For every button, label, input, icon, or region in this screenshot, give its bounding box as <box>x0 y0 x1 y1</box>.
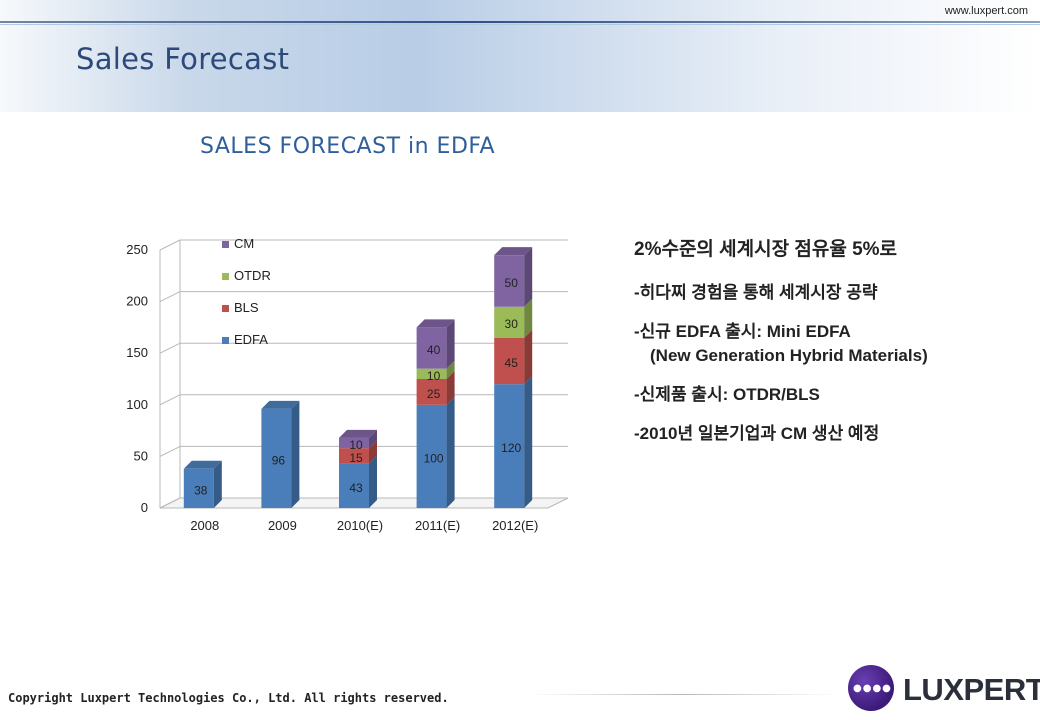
sales-forecast-chart: 0501001502002503820089620094315102010(E)… <box>126 236 569 533</box>
bar-side-bls-2012(E) <box>524 329 533 385</box>
gridline-diag-50 <box>159 445 181 457</box>
bar-side-cm-2011(E) <box>446 319 455 369</box>
data-label-edfa-2011(E): 100 <box>424 451 444 465</box>
bar-side-edfa-2012(E) <box>524 376 533 508</box>
legend-swatch-cm <box>222 241 229 248</box>
data-label-bls-2010(E): 15 <box>349 451 363 465</box>
y-tick-label: 50 <box>134 448 148 463</box>
bar-side-edfa-2009 <box>291 400 300 508</box>
bar-side-otdr-2011(E) <box>446 360 455 379</box>
note-item-3: -신제품 출시: OTDR/BLS <box>634 383 1034 407</box>
logo-dots-icon: ●●●● <box>853 683 892 694</box>
bar-bls-2011(E) <box>416 379 447 405</box>
data-label-edfa-2010(E): 43 <box>349 481 363 495</box>
legend-swatch-bls <box>222 305 229 312</box>
bar-otdr-2012(E) <box>494 306 525 338</box>
bar-side-edfa-2008 <box>213 460 222 508</box>
y-tick-label: 0 <box>141 500 148 515</box>
bar-side-cm-2012(E) <box>524 247 533 307</box>
legend-swatch-edfa <box>222 337 229 344</box>
data-label-otdr-2012(E): 30 <box>505 317 519 331</box>
x-tick-label: 2010(E) <box>337 518 383 533</box>
page-title: Sales Forecast <box>76 42 290 76</box>
y-tick-label: 200 <box>126 294 148 309</box>
bar-side-bls-2011(E) <box>446 371 455 405</box>
note-item-4: -2010년 일본기업과 CM 생산 예정 <box>634 422 1034 446</box>
bar-cm-2010(E) <box>339 437 369 449</box>
gridline-diag-150 <box>159 342 181 354</box>
x-tick-label: 2012(E) <box>492 518 538 533</box>
legend-label-cm: CM <box>234 236 254 251</box>
bar-bls-2012(E) <box>494 337 525 385</box>
website-url[interactable]: www.luxpert.com <box>944 5 1028 17</box>
header-divider-thin <box>0 24 1040 25</box>
legend-label-otdr: OTDR <box>234 268 271 283</box>
bar-side-edfa-2010(E) <box>369 455 377 508</box>
forecast-notes: 2%수준의 세계시장 점유율 5%로 -히다찌 경험을 통해 세계시장 공략 -… <box>634 234 1034 461</box>
bar-side-bls-2010(E) <box>369 440 377 464</box>
gridline-diag-200 <box>159 291 181 303</box>
gridline-diag-250 <box>159 239 181 251</box>
header-divider <box>0 21 1040 23</box>
data-label-edfa-2012(E): 120 <box>501 441 521 455</box>
header-band <box>0 0 1040 112</box>
bar-top-2011(E) <box>416 319 455 328</box>
data-label-otdr-2011(E): 10 <box>427 369 441 383</box>
note-item-2: -신규 EDFA 출시: Mini EDFA (New Generation H… <box>634 320 1034 368</box>
note-item-3-text: -신제품 출시: OTDR/BLS <box>634 385 820 404</box>
copyright-text: Copyright Luxpert Technologies Co., Ltd.… <box>8 691 449 705</box>
bar-top-2012(E) <box>494 247 533 256</box>
bar-otdr-2011(E) <box>416 368 447 379</box>
bar-side-otdr-2012(E) <box>524 298 533 338</box>
legend-label-bls: BLS <box>234 300 259 315</box>
note-item-1-text: -히다찌 경험을 통해 세계시장 공략 <box>634 283 878 302</box>
bar-side-cm-2010(E) <box>369 429 377 449</box>
y-tick-label: 150 <box>126 345 148 360</box>
data-label-bls-2012(E): 45 <box>505 356 519 370</box>
notes-headline: 2%수준의 세계시장 점유율 5%로 <box>634 239 898 260</box>
data-label-edfa-2008: 38 <box>194 483 208 497</box>
note-item-2-text: -신규 EDFA 출시: Mini EDFA <box>634 322 851 341</box>
x-tick-label: 2008 <box>190 518 219 533</box>
bar-side-edfa-2011(E) <box>446 396 455 508</box>
luxpert-logo: ●●●● LUXPERT <box>845 664 1040 714</box>
bar-edfa-2012(E) <box>494 384 525 508</box>
data-label-cm-2011(E): 40 <box>427 343 441 357</box>
data-label-cm-2010(E): 10 <box>349 438 363 452</box>
gridline-diag-100 <box>159 394 181 406</box>
legend-label-edfa: EDFA <box>234 332 268 347</box>
bar-edfa-2009 <box>261 408 292 508</box>
bar-edfa-2008 <box>183 468 214 508</box>
chart-title: SALES FORECAST in EDFA <box>200 134 496 159</box>
bar-bls-2010(E) <box>339 448 369 464</box>
bar-top-2008 <box>183 460 222 469</box>
bar-edfa-2011(E) <box>416 404 447 508</box>
bar-cm-2012(E) <box>494 255 525 307</box>
logo-circle-icon <box>848 665 894 711</box>
y-tick-label: 250 <box>126 242 148 257</box>
footer-divider <box>528 694 838 695</box>
bar-edfa-2010(E) <box>339 463 369 508</box>
y-tick-label: 100 <box>126 397 148 412</box>
data-label-bls-2011(E): 25 <box>427 387 441 401</box>
note-item-4-text: -2010년 일본기업과 CM 생산 예정 <box>634 424 880 443</box>
bar-top-2009 <box>261 400 300 409</box>
x-tick-label: 2011(E) <box>415 518 460 533</box>
note-item-1: -히다찌 경험을 통해 세계시장 공략 <box>634 281 1034 305</box>
logo-wordmark: LUXPERT <box>903 672 1040 707</box>
x-tick-label: 2009 <box>268 518 297 533</box>
data-label-edfa-2009: 96 <box>272 453 286 467</box>
data-label-cm-2012(E): 50 <box>505 276 519 290</box>
gridline-diag-0 <box>159 497 181 509</box>
bar-cm-2011(E) <box>416 327 447 369</box>
legend-swatch-otdr <box>222 273 229 280</box>
bar-top-2010(E) <box>339 429 377 438</box>
note-item-2-subtext: (New Generation Hybrid Materials) <box>650 346 928 365</box>
